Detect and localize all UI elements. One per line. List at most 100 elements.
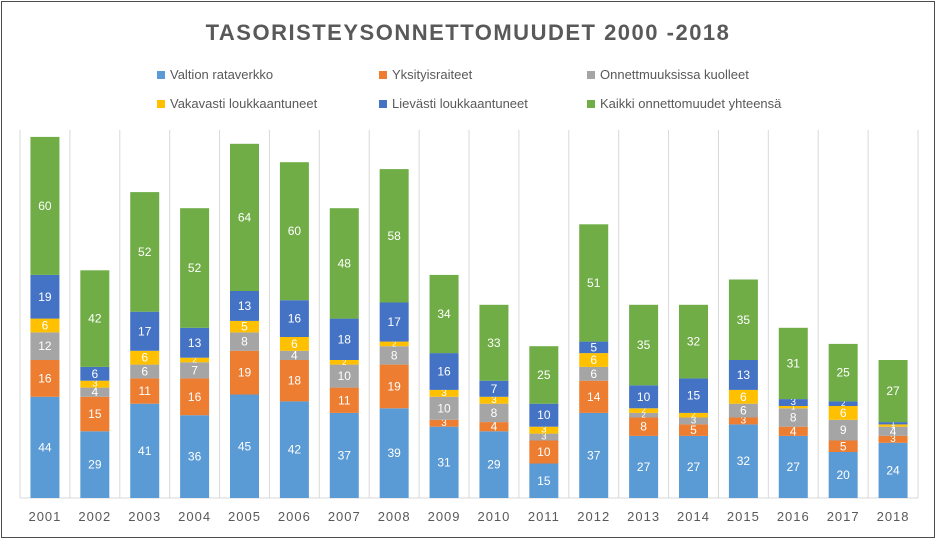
bar-segment [679, 378, 708, 413]
data-label: 32 [687, 335, 701, 349]
x-tick-label: 2017 [827, 509, 860, 524]
bar-segment [279, 401, 309, 498]
data-label: 64 [238, 210, 252, 224]
data-label: 13 [737, 368, 751, 382]
data-label: 18 [338, 332, 352, 346]
data-label: 37 [587, 448, 601, 462]
data-label: 16 [188, 390, 202, 404]
data-label: 29 [88, 458, 102, 472]
data-label: 16 [288, 312, 302, 326]
bar-segment [329, 318, 359, 360]
data-label: 5 [241, 320, 248, 334]
bar-segment [828, 406, 858, 420]
bar-segment [479, 422, 509, 432]
bar-segment [479, 396, 509, 404]
data-label: 3 [791, 397, 797, 408]
bar-segment [828, 401, 858, 406]
bar-segment [429, 419, 459, 427]
data-label: 8 [640, 420, 647, 434]
data-label: 60 [288, 224, 302, 238]
bar-segment [778, 399, 808, 406]
data-label: 42 [288, 443, 302, 457]
x-tick-label: 2002 [78, 509, 111, 524]
bar-segment [828, 343, 858, 402]
data-label: 14 [587, 390, 601, 404]
data-label: 3 [691, 415, 697, 426]
data-label: 52 [188, 261, 202, 275]
bar-segment [479, 304, 509, 381]
bar-segment [679, 304, 708, 379]
bar-segment [629, 435, 659, 498]
data-label: 9 [840, 423, 847, 437]
data-label: 35 [637, 338, 651, 352]
x-tick-label: 2007 [328, 509, 361, 524]
bar-segment [30, 360, 60, 397]
bar-segment [479, 380, 509, 397]
bar-segment [230, 350, 259, 395]
data-label: 2 [192, 356, 197, 365]
data-label: 6 [91, 367, 98, 381]
bar-segment [130, 350, 160, 365]
legend-label: Vakavasti loukkaantuneet [170, 96, 318, 111]
legend-item-5: Lievästi loukkaantuneet [379, 95, 528, 113]
data-label: 13 [188, 336, 202, 350]
bar-segment [429, 389, 459, 397]
data-label: 7 [491, 382, 498, 396]
legend-label: Valtion rataverkko [170, 67, 274, 82]
bar-segment [180, 378, 210, 416]
bar-segment [878, 435, 908, 443]
data-label: 1 [791, 403, 796, 412]
legend-item-1: Valtion rataverkko [157, 66, 273, 84]
data-label: 2 [342, 358, 347, 367]
data-label: 31 [437, 455, 451, 469]
x-tick-label: 2014 [677, 509, 710, 524]
data-label: 27 [886, 384, 900, 398]
bar-segment [579, 412, 609, 498]
data-label: 18 [288, 374, 302, 388]
data-label: 29 [487, 458, 501, 472]
bar-segment [180, 327, 210, 358]
bar-segment [529, 426, 559, 434]
legend-swatch [587, 100, 595, 108]
bar-segment [629, 385, 659, 409]
bar-segment [329, 364, 359, 388]
data-label: 2 [841, 399, 846, 408]
bar-segment [479, 403, 509, 423]
bar-segment [579, 380, 609, 413]
bar-segment [679, 417, 708, 425]
bar-segment [379, 364, 409, 409]
legend-swatch [379, 71, 387, 79]
data-label: 3 [491, 395, 497, 406]
x-tick-label: 2011 [528, 509, 560, 524]
bar-segment [379, 302, 409, 342]
data-label: 4 [491, 420, 498, 434]
bar-segment [329, 387, 359, 413]
bar-segment [529, 403, 559, 427]
data-label: 8 [391, 348, 398, 362]
data-label: 13 [238, 299, 252, 313]
data-label: 3 [441, 418, 447, 429]
data-label: 3 [541, 432, 547, 443]
data-label: 39 [387, 446, 401, 460]
legend-swatch [587, 71, 595, 79]
data-label: 12 [38, 339, 52, 353]
bar-segment [728, 417, 758, 425]
data-label: 6 [141, 365, 148, 379]
bar-segment [728, 389, 758, 404]
data-label: 6 [740, 390, 747, 404]
bar-segment [828, 440, 858, 452]
legend-item-6: Kaikki onnettomuudet yhteensä [587, 95, 781, 113]
data-label: 10 [437, 401, 451, 415]
bar-segment [778, 408, 808, 427]
x-tick-label: 2013 [627, 509, 660, 524]
data-label: 19 [387, 379, 401, 393]
x-tick-label: 2010 [477, 509, 510, 524]
bar-segment [230, 320, 259, 333]
bar-segment [579, 366, 609, 381]
bar-segment [629, 412, 659, 418]
data-label: 31 [787, 356, 801, 370]
legend-label: Kaikki onnettomuudet yhteensä [600, 96, 782, 111]
x-tick-label: 2009 [428, 509, 461, 524]
data-label: 19 [238, 366, 252, 380]
data-label: 17 [138, 324, 152, 338]
